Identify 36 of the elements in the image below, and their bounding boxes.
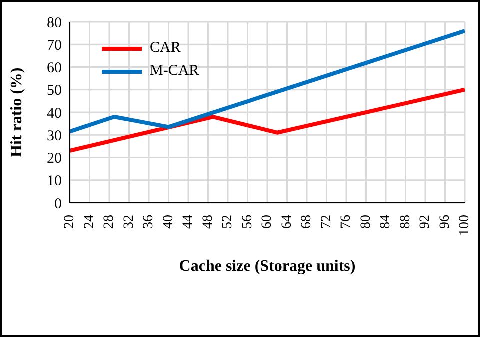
x-tick-label: 52	[220, 215, 236, 229]
x-tick-label: 80	[358, 215, 374, 229]
legend-label: M-CAR	[150, 63, 200, 80]
y-tick-label: 20	[47, 151, 62, 168]
x-tick-label: 100	[458, 215, 472, 236]
x-tick-label: 92	[418, 215, 433, 229]
x-tick-label: 48	[200, 215, 216, 229]
x-tick-label: 84	[378, 215, 394, 229]
y-tick-label: 80	[47, 15, 62, 32]
x-tick-label: 20	[62, 215, 78, 229]
x-tick-label: 32	[122, 215, 137, 229]
y-tick-label: 0	[54, 196, 62, 212]
x-tick-label: 72	[319, 215, 334, 229]
line-series	[70, 29, 465, 134]
x-tick-label: 44	[181, 215, 196, 229]
x-axis-title: Cache size (Storage units)	[179, 258, 356, 275]
x-tick-label: 76	[339, 215, 354, 229]
x-tick-label: 24	[82, 215, 98, 229]
line-series	[70, 88, 465, 153]
x-tick-label: 88	[398, 215, 414, 229]
y-tick-label: 30	[47, 128, 62, 144]
x-tick-label: 40	[161, 215, 176, 229]
x-tick-label: 64	[280, 215, 295, 229]
y-tick-label: 10	[47, 174, 62, 190]
y-tick-label: 70	[47, 38, 62, 54]
y-tick-label: 40	[47, 106, 62, 122]
y-tick-label: 60	[47, 60, 62, 77]
y-axis-title: Hit ratio (%)	[8, 68, 26, 158]
x-tick-label: 60	[260, 215, 275, 229]
x-tick-label: 96	[438, 215, 453, 229]
legend-label: CAR	[150, 40, 181, 57]
x-tick-label: 28	[102, 215, 117, 229]
x-tick-label: 36	[142, 215, 156, 229]
x-tick-label: 56	[240, 215, 256, 229]
x-tick-label: 68	[300, 215, 314, 229]
y-tick-label: 50	[47, 83, 62, 100]
